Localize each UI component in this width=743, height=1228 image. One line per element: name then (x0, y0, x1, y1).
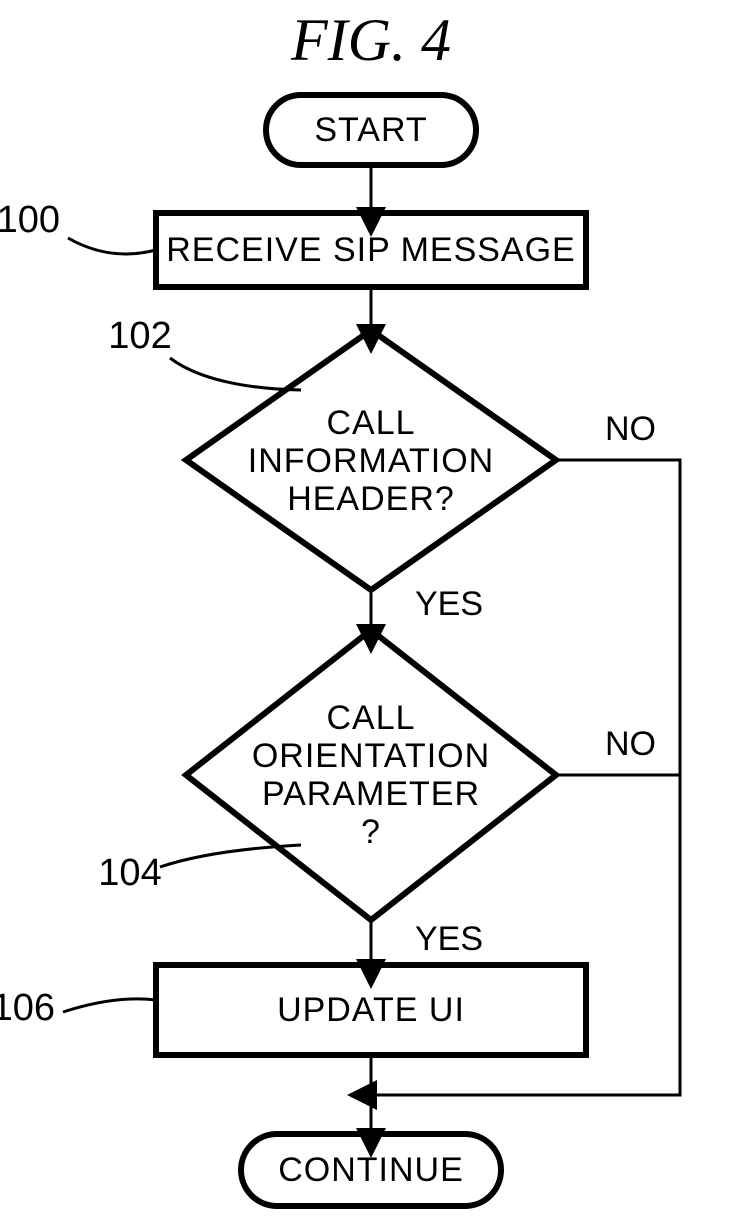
d2-line-3: ? (361, 813, 381, 851)
ref-100: 100 (0, 199, 60, 241)
node-decision-1: CALL INFORMATION HEADER? 102 (108, 315, 556, 590)
node-continue: CONTINUE (241, 1134, 501, 1206)
node-receive-label: RECEIVE SIP MESSAGE (166, 231, 576, 269)
ref-104: 104 (98, 852, 161, 894)
edge-label-2: YES (415, 585, 483, 623)
ref-102: 102 (108, 315, 171, 357)
figure-title: FIG. 4 (290, 7, 451, 73)
node-receive: RECEIVE SIP MESSAGE 100 (0, 199, 586, 287)
node-update-label: UPDATE UI (277, 991, 465, 1029)
d2-line-1: ORIENTATION (252, 737, 490, 775)
node-continue-label: CONTINUE (278, 1151, 464, 1189)
edge-label-6: NO (605, 725, 656, 763)
d2-line-0: CALL (326, 699, 415, 737)
d1-line-1: INFORMATION (248, 442, 494, 480)
edge-label-3: YES (415, 920, 483, 958)
flowchart-canvas: FIG. 4 START RECEIVE SIP MESSAGE 100 CAL… (0, 0, 743, 1228)
d2-line-2: PARAMETER (262, 775, 480, 813)
node-start: START (266, 95, 476, 165)
node-update: UPDATE UI 106 (0, 965, 586, 1055)
edge-label-5: NO (605, 410, 656, 448)
node-decision-2: CALL ORIENTATION PARAMETER ? 104 (98, 630, 556, 920)
d1-line-0: CALL (326, 404, 415, 442)
d1-line-2: HEADER? (287, 480, 455, 518)
ref-106: 106 (0, 987, 55, 1029)
node-start-label: START (314, 111, 427, 149)
